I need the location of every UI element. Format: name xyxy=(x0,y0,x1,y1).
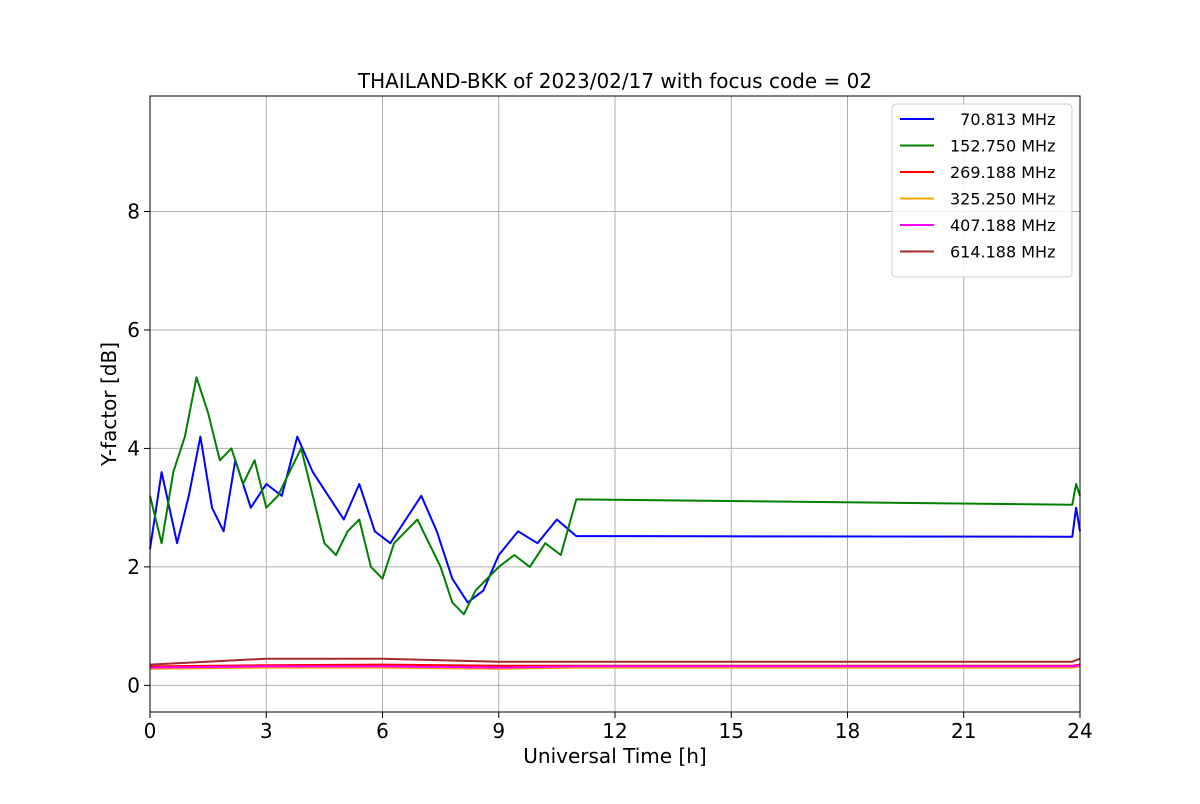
legend-label-4: 407.188 MHz xyxy=(950,216,1055,235)
legend-label-0: 70.813 MHz xyxy=(950,110,1055,129)
y-tick-label-0: 0 xyxy=(127,673,140,697)
y-tick-label-3: 6 xyxy=(127,318,140,342)
x-tick-label-8: 24 xyxy=(1067,719,1092,743)
chart-title: THAILAND-BKK of 2023/02/17 with focus co… xyxy=(357,69,872,93)
y-tick-label-4: 8 xyxy=(127,200,140,224)
series-line-4 xyxy=(149,664,1081,669)
x-tick-label-2: 6 xyxy=(376,719,389,743)
series-line-0 xyxy=(149,435,1081,604)
legend: 70.813 MHz 152.750 MHz 269.188 MHz 325.250 … xyxy=(891,103,1073,278)
x-tick-label-6: 18 xyxy=(835,719,860,743)
x-tick-label-3: 9 xyxy=(492,719,505,743)
x-tick-label-1: 3 xyxy=(260,719,273,743)
legend-box xyxy=(891,103,1073,278)
x-tick-label-4: 12 xyxy=(602,719,627,743)
x-tick-label-0: 0 xyxy=(144,719,157,743)
series-line-1 xyxy=(149,376,1081,616)
legend-label-2: 269.188 MHz xyxy=(950,163,1055,182)
series-layer xyxy=(149,376,1081,670)
series-line-3 xyxy=(149,665,1081,670)
y-tick-label-1: 2 xyxy=(127,555,140,579)
legend-label-1: 152.750 MHz xyxy=(950,137,1055,156)
y-tick-label-2: 4 xyxy=(127,436,140,460)
x-axis-label: Universal Time [h] xyxy=(523,744,706,768)
series-line-5 xyxy=(149,657,1081,666)
x-tick-label-7: 21 xyxy=(951,719,976,743)
y-axis-label: Y-factor [dB] xyxy=(97,342,121,467)
legend-label-3: 325.250 MHz xyxy=(950,190,1055,209)
legend-label-5: 614.188 MHz xyxy=(950,243,1055,262)
x-tick-label-5: 15 xyxy=(719,719,744,743)
